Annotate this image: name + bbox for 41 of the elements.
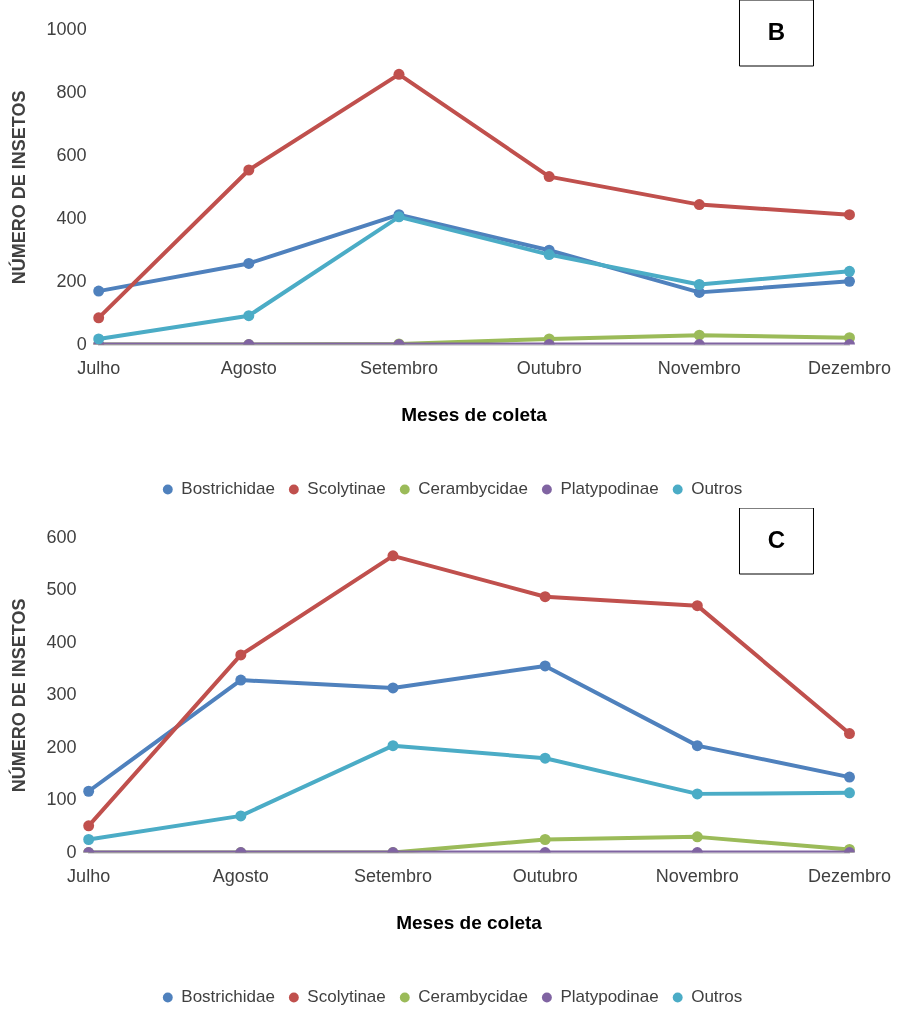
x-tick-label: Novembro [655, 866, 739, 887]
y-tick-label: 400 [56, 207, 87, 228]
x-tick-label: Outubro [516, 358, 582, 379]
y-axis-title: NÚMERO DE INSETOS [7, 90, 29, 285]
legend-label: Platypodinae [560, 987, 659, 1007]
y-tick-label: 800 [56, 81, 87, 102]
y-tick-label: 600 [46, 526, 77, 547]
legend-label: Platypodinae [560, 479, 659, 499]
y-tick-label: 0 [76, 333, 87, 354]
x-tick-label: Setembro [359, 358, 438, 379]
legend-label: Outros [691, 987, 743, 1007]
x-axis-title: Meses de coleta [396, 911, 543, 933]
x-tick-label: Agosto [220, 358, 277, 379]
chart-title: C [767, 525, 786, 553]
x-tick-label: Agosto [212, 866, 269, 887]
y-tick-label: 400 [46, 631, 77, 652]
y-tick-label: 600 [56, 144, 87, 165]
y-tick-label: 100 [46, 789, 77, 810]
y-axis-title: NÚMERO DE INSETOS [7, 598, 29, 793]
legend-label: Scolytinae [307, 479, 386, 499]
y-tick-label: 200 [56, 270, 87, 291]
y-tick-label: 1000 [46, 18, 87, 39]
legend-label: Bostrichidae [181, 479, 275, 499]
legend-label: Bostrichidae [181, 987, 275, 1007]
chart-title: B [767, 17, 786, 45]
legend-label: Cerambycidae [418, 987, 528, 1007]
x-tick-label: Julho [67, 866, 111, 887]
legend-label: Outros [691, 479, 743, 499]
y-tick-label: 200 [46, 736, 77, 757]
legend-label: Scolytinae [307, 987, 386, 1007]
legend-label: Cerambycidae [418, 479, 528, 499]
x-tick-label: Novembro [657, 358, 741, 379]
x-tick-label: Dezembro [807, 358, 891, 379]
y-tick-label: 0 [66, 841, 77, 862]
x-tick-label: Setembro [353, 866, 432, 887]
y-tick-label: 300 [46, 684, 77, 705]
x-axis-title: Meses de coleta [401, 403, 548, 425]
y-tick-label: 500 [46, 579, 77, 600]
x-tick-label: Outubro [512, 866, 578, 887]
x-tick-label: Dezembro [807, 866, 891, 887]
x-tick-label: Julho [77, 358, 121, 379]
